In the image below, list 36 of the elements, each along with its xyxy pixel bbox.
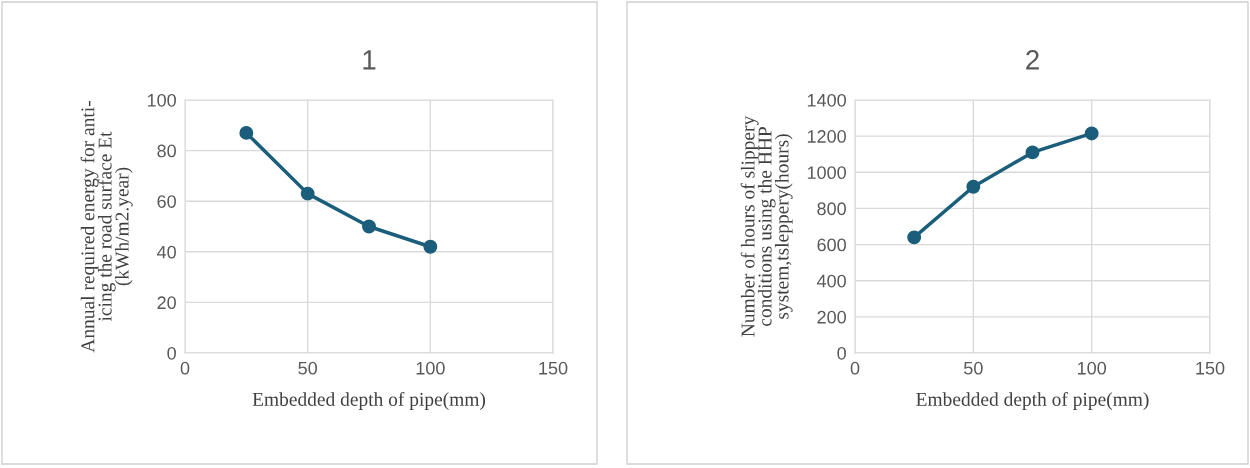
x-tick-label: 150 xyxy=(1196,361,1225,375)
chart-title: 1 xyxy=(363,50,376,70)
x-tick-label: 0 xyxy=(180,361,190,375)
x-tick-label: 100 xyxy=(416,361,445,375)
y-tick-label: 100 xyxy=(147,93,176,107)
point xyxy=(362,219,376,234)
x-axis-title: Embedded depth of pipe(mm) xyxy=(252,392,486,410)
y-tick-label: 60 xyxy=(157,195,176,208)
y-axis-title: Annual required energy for anti- icing the road surface Et (kWh/m2.year) xyxy=(80,101,133,353)
point xyxy=(907,230,922,245)
y-tick-label: 1000 xyxy=(807,166,846,180)
y-tick-label: 20 xyxy=(157,296,176,310)
y-axis-title: Number of hours of slippery conditions using the HHP system,tsleppery(hours) xyxy=(740,115,793,337)
y-tick-label: 1200 xyxy=(807,130,846,143)
chart-title: 2 xyxy=(1026,50,1039,70)
y-tick-label: 400 xyxy=(816,274,846,288)
point xyxy=(966,179,981,194)
point xyxy=(239,125,254,140)
y-tick-label: 600 xyxy=(817,238,846,252)
y-tick-label: 0 xyxy=(167,346,176,360)
x-tick-label: 100 xyxy=(1077,361,1107,375)
point xyxy=(1025,145,1040,160)
point xyxy=(1084,126,1099,141)
y-tick-label: 40 xyxy=(157,245,176,259)
y-tick-label: 80 xyxy=(157,144,176,158)
point xyxy=(423,239,438,254)
y-tick-label: 800 xyxy=(817,202,846,216)
y-tick-label: 0 xyxy=(837,346,846,360)
x-tick-label: 50 xyxy=(964,361,983,375)
x-tick-label: 150 xyxy=(539,361,568,375)
x-tick-label: 0 xyxy=(850,361,860,375)
y-tick-label: 200 xyxy=(817,310,846,324)
point xyxy=(300,186,315,201)
y-tick-label: 1400 xyxy=(807,93,846,107)
x-axis-title: Embedded depth of pipe(mm) xyxy=(916,392,1149,410)
x-tick-label: 50 xyxy=(298,361,317,375)
